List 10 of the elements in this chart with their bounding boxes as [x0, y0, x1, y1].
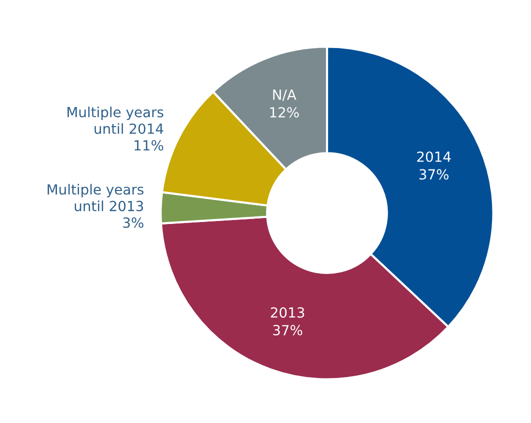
slice-label: Multiple years until 2013 — [48, 184, 144, 212]
data-label: 11% — [134, 140, 164, 151]
data-label: 12% — [270, 107, 299, 118]
slice-label: Multiple years until 2014 — [68, 106, 164, 134]
slice-label: 2014 — [417, 151, 451, 162]
slice-label: N/A — [273, 90, 296, 102]
slice-label: 2013 — [270, 307, 304, 318]
data-label: 3% — [123, 217, 144, 228]
data-label: 37% — [419, 169, 449, 180]
data-label: 37% — [273, 324, 302, 336]
